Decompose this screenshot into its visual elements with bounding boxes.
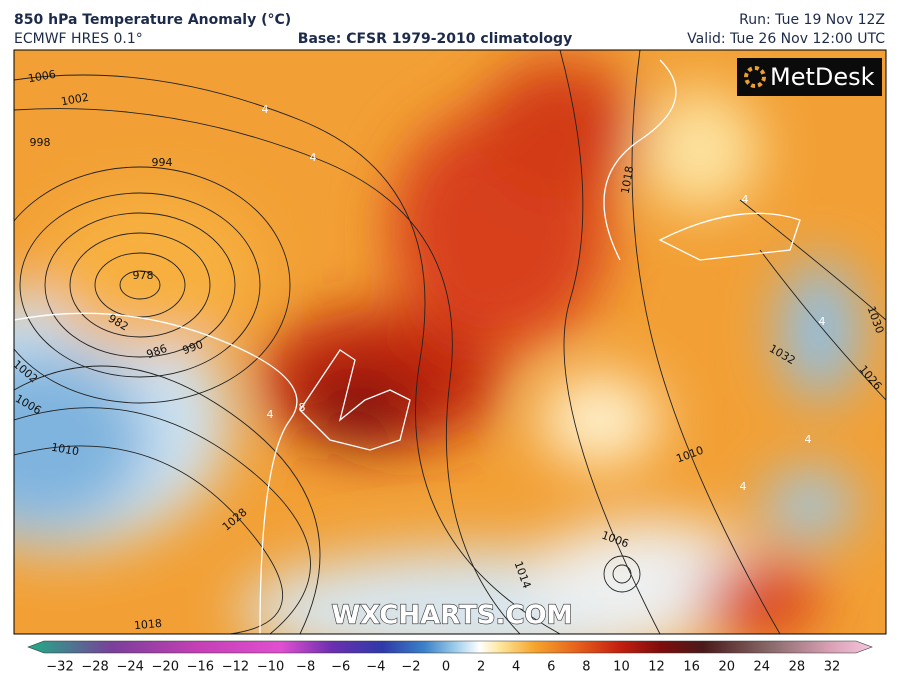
colorbar-label: −24 <box>116 660 143 675</box>
colorbar-label: −10 <box>257 660 284 675</box>
colorbar-label: 28 <box>789 660 806 675</box>
colorbar-label: 4 <box>512 660 520 675</box>
colorbar-label: −12 <box>222 660 249 675</box>
watermark: WXCHARTS.COM <box>331 601 572 631</box>
colorbar-label: −8 <box>296 660 315 675</box>
logo: MetDesk <box>737 58 882 96</box>
colorbar-label: 24 <box>754 660 771 675</box>
colorbar-label: 6 <box>547 660 555 675</box>
isobar-label: 1018 <box>133 617 162 632</box>
anomaly-label: 4 <box>819 315 826 328</box>
colorbar-label: 12 <box>648 660 665 675</box>
colorbar-label: −4 <box>366 660 385 675</box>
anomaly-label: 4 <box>267 408 274 421</box>
isobar-label: 978 <box>133 269 154 282</box>
run: Run: Tue 19 Nov 12Z <box>739 12 885 28</box>
isobars <box>14 50 886 634</box>
isobar-label: 998 <box>30 136 51 149</box>
valid: Valid: Tue 26 Nov 12:00 UTC <box>687 31 885 47</box>
colorbar-label: 20 <box>718 660 735 675</box>
logo-text: MetDesk <box>770 63 875 91</box>
anomaly-label: 4 <box>740 480 747 493</box>
colorbar <box>27 640 873 654</box>
colorbar-label: −20 <box>152 660 179 675</box>
anomaly-label: 8 <box>299 401 306 414</box>
map <box>14 50 886 634</box>
anomaly-contours <box>14 59 801 634</box>
anomaly-label: 4 <box>262 103 269 116</box>
colorbar-label: 32 <box>824 660 841 675</box>
isobar-label: 1002 <box>60 91 90 109</box>
map-frame <box>13 49 887 635</box>
colorbar-label: −16 <box>187 660 214 675</box>
anomaly-field <box>14 60 860 634</box>
colorbar-label: −28 <box>81 660 108 675</box>
anomaly-label: 4 <box>310 151 317 164</box>
isobar-label: 994 <box>152 156 173 169</box>
base: Base: CFSR 1979-2010 climatology <box>298 31 572 47</box>
isobar-label: 1010 <box>50 441 80 459</box>
colorbar-label: 0 <box>442 660 450 675</box>
colorbar-label: −6 <box>331 660 350 675</box>
title: 850 hPa Temperature Anomaly (°C) <box>14 12 291 28</box>
colorbar-label: 16 <box>683 660 700 675</box>
model: ECMWF HRES 0.1° <box>14 31 143 47</box>
anomaly-label: 4 <box>742 193 749 206</box>
colorbar-label: −2 <box>401 660 420 675</box>
isobar-label: 1018 <box>619 165 637 195</box>
colorbar-label: 2 <box>477 660 485 675</box>
isobar-label: 1006 <box>27 68 57 86</box>
header: 850 hPa Temperature Anomaly (°C) ECMWF H… <box>14 12 885 47</box>
colorbar-label: 8 <box>582 660 590 675</box>
colorbar-label: −32 <box>46 660 73 675</box>
colorbar-label: 10 <box>613 660 630 675</box>
anomaly-label: 4 <box>805 433 812 446</box>
